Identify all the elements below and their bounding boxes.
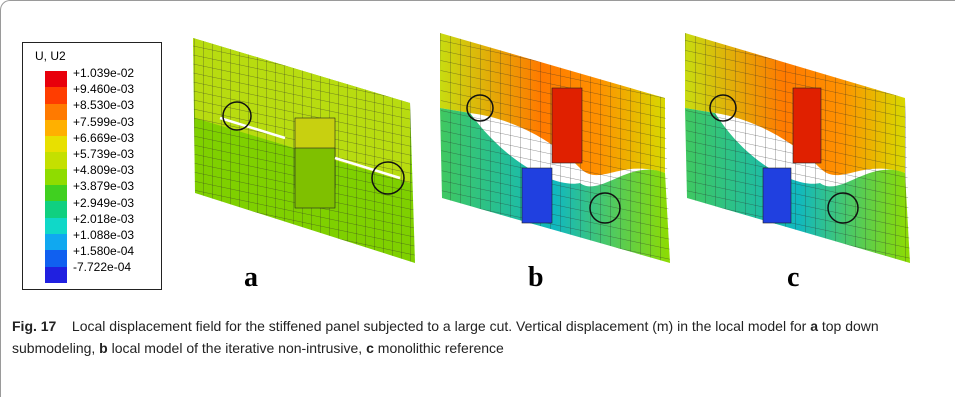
legend-label: +1.088e-03	[73, 228, 135, 243]
legend-label: +3.879e-03	[73, 179, 135, 194]
caption-ref-a: a	[810, 318, 818, 334]
legend-swatch	[45, 233, 67, 251]
legend-label: +6.669e-03	[73, 130, 135, 145]
legend-swatch	[45, 71, 67, 88]
panel-c-image	[685, 33, 910, 263]
legend-label: +5.739e-03	[73, 147, 135, 162]
legend-swatch	[45, 136, 67, 153]
color-legend: U, U2 +1.039e-02 +9.460e-03 +8.530e-03 +7.5…	[22, 42, 162, 290]
legend-label: +2.018e-03	[73, 211, 135, 226]
caption-ref-c: c	[366, 340, 374, 356]
caption-text-a: top down submodeling,	[12, 318, 879, 356]
legend-swatch	[45, 87, 67, 104]
legend-swatch	[45, 119, 67, 137]
caption-text-b: local model of the iterative non-intrusi…	[107, 340, 367, 356]
panel-a-image	[193, 38, 415, 263]
legend-label: -7.722e-04	[73, 260, 132, 275]
legend-label: +9.460e-03	[73, 82, 135, 97]
legend-swatch	[45, 185, 67, 202]
legend-title: U, U2	[35, 49, 66, 63]
caption-text-1: Local displacement field for the stiffen…	[71, 318, 811, 334]
legend-swatches	[45, 71, 67, 283]
caption-ref-b: b	[99, 340, 108, 356]
caption-text-c: monolithic reference	[373, 340, 504, 356]
legend-swatch	[45, 152, 67, 169]
subfigure-label-c: c	[787, 262, 800, 293]
legend-label: +4.809e-03	[73, 163, 135, 178]
legend-swatch	[45, 250, 67, 267]
panel-b-image	[440, 33, 670, 263]
subfigure-label-a: a	[244, 262, 258, 293]
subfigure-label-b: b	[528, 262, 544, 293]
legend-label: +8.530e-03	[73, 98, 135, 113]
legend-label: +2.949e-03	[73, 195, 135, 210]
figure-number: Fig. 17	[12, 318, 57, 334]
legend-swatch	[45, 103, 67, 120]
figure-caption: Fig. 17 Local displacement field for the…	[12, 315, 947, 359]
legend-label: +7.599e-03	[73, 114, 135, 129]
legend-swatch	[45, 168, 67, 186]
legend-swatch	[45, 217, 67, 234]
legend-label: +1.039e-02	[73, 66, 135, 80]
legend-swatch	[45, 266, 67, 283]
legend-labels: +1.039e-02 +9.460e-03 +8.530e-03 +7.599e-03…	[73, 65, 134, 276]
legend-swatch	[45, 201, 67, 218]
legend-label: +1.580e-04	[73, 244, 135, 259]
